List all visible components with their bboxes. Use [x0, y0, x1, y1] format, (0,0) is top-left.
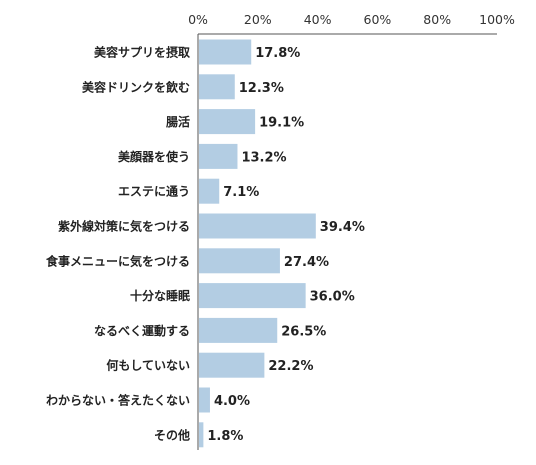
bar: [199, 109, 256, 135]
data-label: 1.8%: [207, 429, 243, 444]
bars: [199, 39, 316, 448]
category-label: エステに通う: [118, 184, 190, 199]
data-label: 12.3%: [239, 81, 284, 96]
bar: [199, 248, 280, 274]
bar: [199, 387, 210, 413]
data-label: 27.4%: [284, 255, 329, 270]
category-label: 食事メニューに気をつける: [45, 253, 190, 268]
category-label: 美顔器を使う: [118, 149, 190, 164]
category-label: 何もしていない: [106, 358, 190, 373]
data-label: 4.0%: [214, 394, 250, 409]
data-label: 7.1%: [223, 185, 259, 200]
category-label: その他: [154, 427, 190, 442]
category-label: わからない・答えたくない: [46, 393, 190, 408]
bar: [199, 143, 238, 169]
x-axis-ticks: 0% 20% 40% 60% 80% 100%: [188, 12, 515, 27]
data-label: 39.4%: [320, 220, 365, 235]
bar: [199, 422, 204, 448]
data-label: 22.2%: [268, 359, 313, 374]
category-label: なるべく運動する: [94, 323, 190, 338]
value-labels: 17.8% 12.3% 19.1% 13.2% 7.1% 39.4% 27.4% 36.0% 2…: [207, 46, 365, 444]
x-tick-label: 40%: [304, 12, 332, 27]
data-label: 13.2%: [241, 150, 286, 165]
bar: [199, 283, 306, 309]
bar: [199, 39, 252, 65]
data-label: 17.8%: [255, 46, 300, 61]
x-tick-label: 20%: [244, 12, 272, 27]
category-label: 美容ドリンクを飲む: [82, 79, 190, 94]
bar: [199, 317, 278, 343]
category-label: 紫外線対策に気をつける: [58, 219, 190, 234]
bar: [199, 352, 265, 378]
x-tick-label: 80%: [423, 12, 451, 27]
data-label: 26.5%: [281, 324, 326, 339]
bar: [199, 178, 220, 204]
category-label: 美容サプリを摂取: [94, 45, 190, 60]
category-labels: 美容サプリを摂取美容ドリンクを飲む腸活美顔器を使うエステに通う紫外線対策に気をつ…: [45, 45, 190, 443]
bar: [199, 213, 316, 239]
data-label: 19.1%: [259, 116, 304, 131]
x-tick-label: 100%: [479, 12, 515, 27]
category-label: 腸活: [166, 114, 190, 129]
x-tick-label: 60%: [364, 12, 392, 27]
x-tick-label: 0%: [188, 12, 208, 27]
data-label: 36.0%: [310, 290, 355, 305]
category-label: 十分な睡眠: [130, 288, 190, 303]
bar: [199, 74, 235, 100]
